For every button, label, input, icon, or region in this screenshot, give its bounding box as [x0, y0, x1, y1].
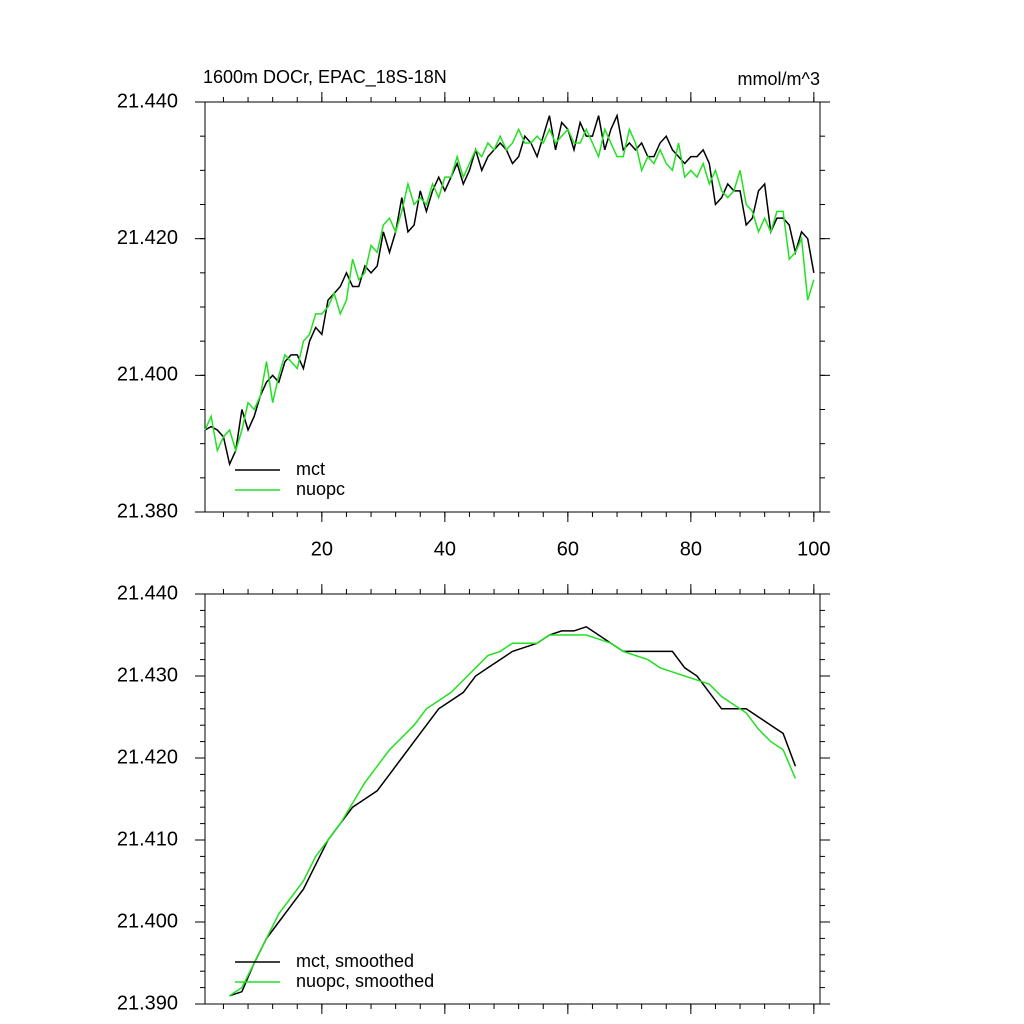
y-tick-label: 21.440: [117, 582, 178, 604]
x-tick-label: 100: [797, 538, 830, 560]
plot-frame: [204, 593, 821, 1005]
x-tick-label: 40: [434, 538, 456, 560]
y-tick-label: 21.400: [117, 364, 178, 386]
y-tick-label: 21.410: [117, 828, 178, 850]
y-tick-label: 21.420: [117, 227, 178, 249]
y-tick-label: 21.420: [117, 746, 178, 768]
y-tick-label: 21.400: [117, 910, 178, 932]
series-line: [229, 634, 797, 997]
x-tick-label: 20: [311, 538, 333, 560]
y-tick-label: 21.390: [117, 992, 178, 1014]
y-tick-label: 21.440: [117, 90, 178, 112]
series-line: [204, 126, 815, 454]
x-tick-label: 80: [680, 538, 702, 560]
series-line: [229, 625, 797, 997]
y-tick-label: 21.380: [117, 500, 178, 522]
legend-label: nuopc: [296, 479, 345, 499]
y-tick-label: 21.430: [117, 664, 178, 686]
chart-title: 1600m DOCr, EPAC_18S-18N: [203, 67, 447, 88]
legend-label: mct: [296, 459, 325, 479]
legend-label: mct, smoothed: [296, 951, 414, 971]
legend-label: nuopc, smoothed: [296, 971, 434, 991]
units-label: mmol/m^3: [738, 69, 820, 89]
series-line: [204, 113, 815, 467]
x-tick-label: 60: [557, 538, 579, 560]
